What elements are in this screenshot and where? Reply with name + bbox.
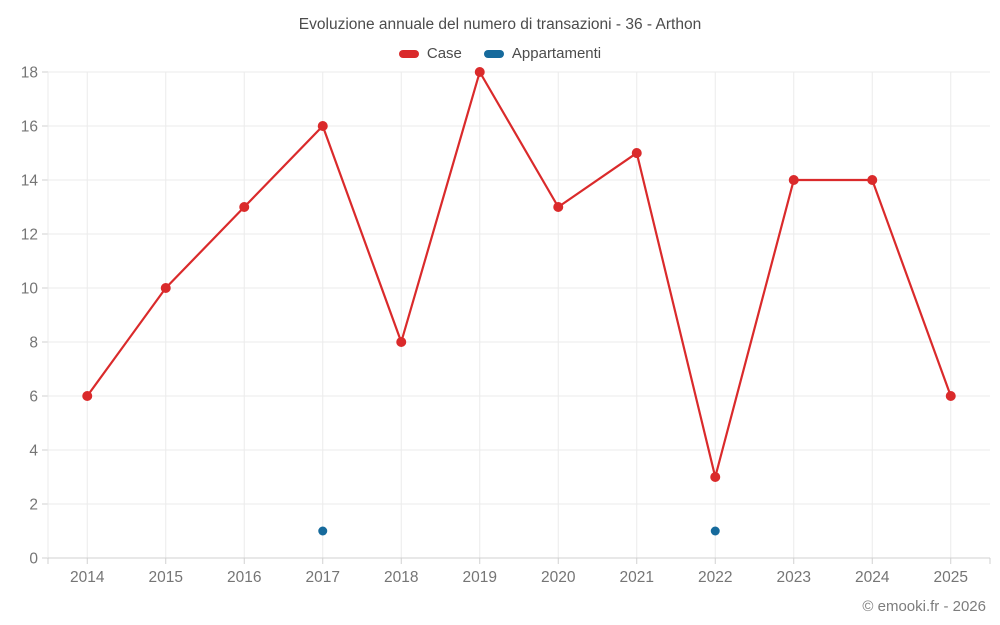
y-tick-label: 12	[21, 227, 38, 244]
data-point-case-2024[interactable]	[867, 175, 878, 185]
data-point-case-2014[interactable]	[82, 391, 93, 401]
chart-title: Evoluzione annuale del numero di transaz…	[298, 16, 702, 33]
legend-item-case[interactable]: Case	[398, 45, 462, 62]
data-point-case-2025[interactable]	[945, 391, 956, 401]
legend-swatch-case-icon	[398, 49, 419, 58]
data-point-case-2023[interactable]	[788, 175, 799, 185]
series-line-case	[86, 70, 952, 479]
data-point-case-2018[interactable]	[396, 337, 407, 347]
data-point-appartamenti-2017[interactable]	[318, 526, 328, 536]
y-tick-label: 8	[29, 335, 38, 352]
x-tick-label: 2014	[70, 569, 105, 586]
x-tick-label: 2018	[384, 569, 418, 586]
x-tick-label: 2021	[620, 569, 654, 586]
legend-swatch-appartamenti-icon	[483, 49, 504, 58]
data-point-case-2020[interactable]	[553, 202, 564, 212]
legend: Case Appartamenti	[0, 45, 1000, 62]
x-tick-label: 2015	[149, 569, 183, 586]
watermark: © emooki.fr - 2026	[862, 598, 986, 615]
x-tick-label: 2025	[934, 569, 968, 586]
data-point-appartamenti-2022[interactable]	[710, 526, 720, 536]
x-tick-label: 2022	[698, 569, 732, 586]
y-tick-label: 6	[29, 389, 38, 406]
legend-item-appartamenti[interactable]: Appartamenti	[483, 45, 602, 62]
y-tick-label: 18	[21, 65, 38, 82]
legend-label-case: Case	[426, 45, 462, 62]
x-tick-label: 2016	[227, 569, 261, 586]
data-point-case-2017[interactable]	[317, 121, 328, 131]
y-tick-label: 14	[21, 173, 39, 190]
y-tick-label: 0	[29, 551, 38, 568]
x-tick-label: 2020	[541, 569, 576, 586]
x-tick-label: 2019	[463, 569, 497, 586]
data-point-case-2016[interactable]	[239, 202, 250, 212]
y-tick-label: 10	[21, 281, 39, 298]
x-tick-label: 2024	[855, 569, 890, 586]
data-point-case-2021[interactable]	[631, 148, 642, 158]
x-tick-label: 2023	[777, 569, 811, 586]
y-tick-label: 2	[29, 497, 38, 514]
data-point-case-2019[interactable]	[474, 67, 485, 77]
data-point-case-2022[interactable]	[710, 472, 721, 482]
legend-label-appartamenti: Appartamenti	[511, 45, 602, 62]
y-tick-label: 4	[29, 443, 38, 460]
y-tick-label: 16	[21, 119, 38, 136]
x-tick-label: 2017	[306, 569, 340, 586]
data-point-case-2015[interactable]	[160, 283, 171, 293]
